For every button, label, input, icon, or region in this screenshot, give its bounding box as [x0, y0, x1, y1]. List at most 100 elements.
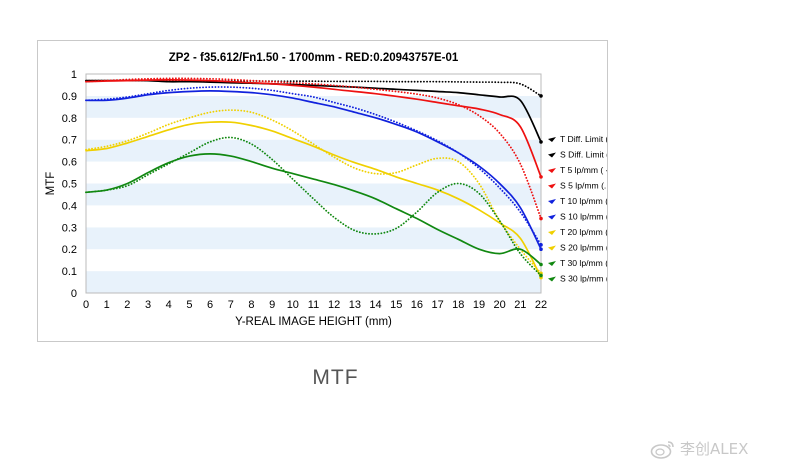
x-tick-label: 4	[166, 299, 172, 311]
series-end-point	[539, 94, 543, 98]
legend-marker	[548, 261, 556, 266]
x-tick-label: 15	[390, 299, 402, 311]
series-line-8	[85, 153, 542, 266]
y-axis-ticks: 0 0.1 0.2 0.3 0.4 0.5 0.6 0.7 0.8 0.9 1	[62, 69, 77, 300]
series-line-0	[85, 79, 542, 143]
x-tick-label: 21	[514, 299, 526, 311]
x-tick-label: 16	[411, 299, 423, 311]
x-tick-label: 10	[287, 299, 299, 311]
grid-band	[86, 117, 541, 140]
series-end-point	[539, 140, 543, 144]
legend-label: T Diff. Limit ( - )	[560, 134, 607, 144]
figure-caption: MTF	[312, 366, 359, 389]
x-tick-label: 8	[248, 299, 254, 311]
legend: T Diff. Limit ( - ) S Diff. Limit (...) T …	[548, 134, 607, 284]
x-tick-label: 20	[494, 299, 506, 311]
y-tick-label: 0.8	[62, 113, 77, 125]
legend-item: S 5 lp/mm (...)	[548, 181, 607, 191]
y-tick-label: 0.6	[62, 157, 77, 169]
legend-label: S 5 lp/mm (...)	[560, 181, 607, 191]
series-end-point	[539, 247, 543, 251]
series-end-point	[539, 243, 543, 247]
series-end-point	[539, 216, 543, 221]
x-tick-label: 9	[269, 299, 275, 311]
legend-item: S 20 lp/mm (...)	[548, 243, 607, 253]
x-tick-label: 18	[452, 299, 464, 311]
series-end-point	[539, 175, 543, 179]
legend-item: S 10 lp/mm (...)	[548, 212, 607, 222]
x-tick-label: 2	[124, 299, 130, 311]
series-end-point	[539, 273, 543, 278]
legend-item: S 30 lp/mm (...)	[548, 274, 607, 284]
grid-band	[86, 95, 541, 118]
y-tick-label: 0.2	[62, 244, 77, 256]
legend-item: T 30 lp/mm ( - )	[548, 258, 607, 268]
weibo-logo-icon	[650, 440, 674, 459]
legend-marker	[548, 152, 556, 158]
legend-marker	[548, 183, 556, 189]
y-tick-label: 0.7	[62, 135, 77, 147]
legend-label: T 5 lp/mm ( - )	[560, 165, 607, 175]
legend-label: T 20 lp/mm ( - )	[560, 227, 607, 237]
x-tick-label: 13	[349, 299, 361, 311]
series-lines	[85, 77, 543, 280]
x-tick-label: 1	[104, 299, 110, 311]
grid-band	[86, 139, 541, 162]
grid-band	[86, 227, 541, 250]
legend-item: T 20 lp/mm ( - )	[548, 227, 607, 237]
grid-band	[86, 161, 541, 184]
legend-item: T 10 lp/mm ( - )	[548, 196, 607, 206]
watermark: 李创ALEX	[650, 438, 748, 459]
y-tick-label: 0.1	[62, 266, 77, 278]
legend-item: T Diff. Limit ( - )	[548, 134, 607, 144]
y-tick-label: 0.3	[62, 222, 77, 234]
x-tick-label: 22	[535, 299, 547, 311]
legend-marker	[548, 199, 556, 204]
x-tick-label: 3	[145, 299, 151, 311]
legend-marker	[548, 230, 556, 235]
legend-marker	[548, 168, 556, 173]
y-tick-label: 0	[71, 288, 77, 300]
series-end-point	[539, 262, 543, 267]
mtf-chart: ZP2 - f35.612/Fn1.50 - 1700mm - RED:0.20…	[45, 52, 607, 328]
plot-bands	[86, 74, 541, 293]
x-tick-label: 6	[207, 299, 213, 311]
watermark-text: 李创ALEX	[680, 440, 749, 458]
x-tick-label: 14	[369, 299, 381, 311]
legend-label: T 30 lp/mm ( - )	[560, 258, 607, 268]
y-tick-label: 1	[71, 69, 77, 81]
legend-label: S 10 lp/mm (...)	[560, 212, 607, 222]
chart-frame: ZP2 - f35.612/Fn1.50 - 1700mm - RED:0.20…	[37, 40, 608, 342]
y-tick-label: 0.9	[62, 91, 77, 103]
grid-band	[86, 271, 541, 293]
series-line-7	[85, 109, 542, 275]
legend-label: S Diff. Limit (...)	[560, 150, 607, 160]
legend-marker	[548, 276, 556, 282]
series-line-3	[85, 77, 542, 220]
series-line-5	[85, 86, 542, 246]
x-axis-ticks: 0 1 2 3 4 5 6 7 8 9 10 11 12 13 14 15 16 17 18 19 20 21 22	[83, 299, 547, 311]
legend-marker	[548, 137, 556, 142]
grid-band	[86, 249, 541, 272]
legend-label: S 30 lp/mm (...)	[560, 274, 607, 284]
series-line-4	[85, 90, 542, 251]
legend-marker	[548, 245, 556, 251]
grid-band	[86, 205, 541, 228]
y-tick-label: 0.4	[62, 200, 77, 212]
series-line-6	[85, 120, 542, 279]
x-tick-label: 19	[473, 299, 485, 311]
grid-band	[86, 183, 541, 206]
x-tick-label: 7	[228, 299, 234, 311]
legend-item: T 5 lp/mm ( - )	[548, 165, 607, 175]
chart-title: ZP2 - f35.612/Fn1.50 - 1700mm - RED:0.20…	[169, 52, 459, 64]
plot-border	[85, 73, 542, 294]
x-tick-label: 12	[328, 299, 340, 311]
x-tick-label: 11	[308, 299, 319, 311]
legend-marker	[548, 214, 556, 220]
series-line-9	[85, 136, 542, 277]
legend-item: S Diff. Limit (...)	[548, 150, 607, 160]
legend-label: T 10 lp/mm ( - )	[560, 196, 607, 206]
x-tick-label: 5	[186, 299, 192, 311]
y-axis-label: MTF	[45, 172, 57, 196]
x-tick-label: 17	[431, 299, 443, 311]
